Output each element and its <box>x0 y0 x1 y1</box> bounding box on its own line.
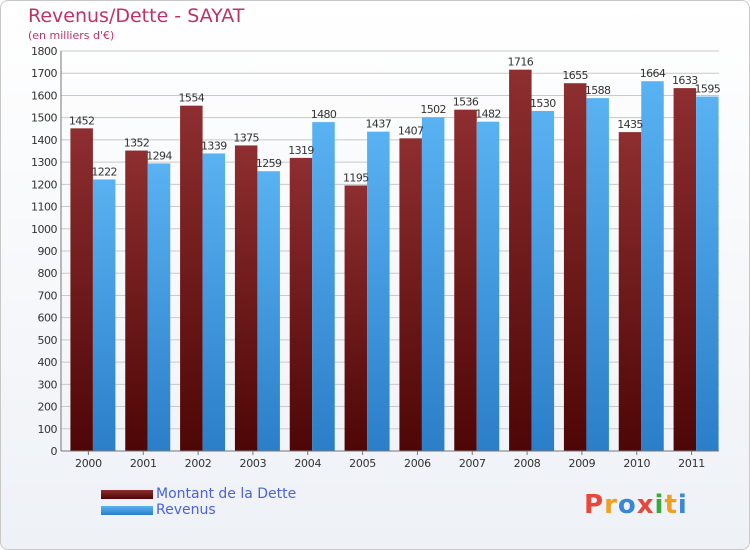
legend-label-debt: Montant de la Dette <box>156 486 297 502</box>
value-label-revenus: 1664 <box>640 67 666 80</box>
y-tick-label: 0 <box>51 445 58 458</box>
logo-letter: o <box>617 490 637 520</box>
legend-swatch-revenus <box>101 506 153 515</box>
y-tick-label: 1100 <box>31 201 57 214</box>
logo-letter: i <box>654 490 665 520</box>
y-tick-label: 700 <box>38 289 58 302</box>
x-tick-label: 2000 <box>75 457 102 470</box>
x-tick-label: 2010 <box>623 457 650 470</box>
value-label-debt: 1375 <box>233 131 259 144</box>
value-label-revenus: 1294 <box>146 149 172 162</box>
value-label-debt: 1633 <box>672 74 698 87</box>
bar-revenus <box>92 179 116 451</box>
y-tick-label: 1800 <box>31 45 57 58</box>
chart-title: Revenus/Dette - SAYAT <box>28 5 245 27</box>
logo-letter: r <box>604 490 618 520</box>
value-label-revenus: 1482 <box>475 108 501 121</box>
value-label-debt: 1655 <box>562 69 588 82</box>
logo-letter: i <box>677 490 688 520</box>
bar-debt <box>180 105 203 452</box>
bar-debt <box>344 185 368 451</box>
y-tick-label: 800 <box>38 267 58 280</box>
logo-letter: P <box>584 490 605 520</box>
bar-revenus <box>367 131 390 451</box>
legend-label-revenus: Revenus <box>156 502 216 518</box>
y-tick-label: 1500 <box>31 112 57 125</box>
bar-debt <box>399 138 422 452</box>
y-tick-label: 600 <box>38 312 58 325</box>
y-tick-label: 200 <box>38 401 58 414</box>
bar-revenus <box>257 171 280 451</box>
bar-revenus <box>147 163 171 451</box>
x-tick-label: 2007 <box>459 457 486 470</box>
proxiti-logo: Proxiti <box>584 490 688 520</box>
y-tick-label: 1200 <box>31 178 57 191</box>
x-tick-label: 2003 <box>240 457 267 470</box>
bar-revenus <box>531 111 555 451</box>
value-label-debt: 1452 <box>69 114 95 127</box>
x-tick-label: 2002 <box>185 457 212 470</box>
x-tick-label: 2001 <box>130 457 157 470</box>
bar-debt <box>234 145 258 451</box>
bar-debt <box>454 109 477 452</box>
value-label-revenus: 1437 <box>366 118 392 131</box>
y-tick-label: 500 <box>38 334 58 347</box>
chart-subtitle: (en milliers d'€) <box>28 29 115 42</box>
value-label-debt: 1435 <box>617 118 643 131</box>
y-tick-label: 400 <box>38 356 58 369</box>
logo-letter: x <box>636 490 655 520</box>
x-tick-label: 2005 <box>349 457 376 470</box>
bar-debt <box>563 83 587 451</box>
value-label-debt: 1407 <box>398 124 424 137</box>
x-tick-label: 2004 <box>294 457 321 470</box>
bar-revenus <box>421 117 445 451</box>
value-label-debt: 1319 <box>288 144 314 157</box>
logo-letter: t <box>664 490 678 520</box>
bar-debt <box>618 132 642 451</box>
x-tick-label: 2006 <box>404 457 431 470</box>
bar-revenus <box>641 81 664 451</box>
value-label-debt: 1195 <box>343 171 369 184</box>
x-tick-label: 2011 <box>678 457 705 470</box>
bar-debt <box>125 150 148 452</box>
x-tick-label: 2008 <box>514 457 541 470</box>
value-label-revenus: 1222 <box>91 165 117 178</box>
bar-debt <box>509 69 532 452</box>
bar-revenus <box>586 98 609 451</box>
bar-debt <box>70 128 93 451</box>
y-tick-label: 900 <box>38 245 58 258</box>
y-tick-label: 100 <box>38 423 58 436</box>
y-tick-label: 1400 <box>31 134 57 147</box>
y-tick-label: 1600 <box>31 89 57 102</box>
value-label-revenus: 1502 <box>420 103 446 116</box>
value-label-debt: 1716 <box>508 56 534 69</box>
value-label-revenus: 1480 <box>311 108 337 121</box>
bar-revenus <box>312 122 335 451</box>
bar-debt <box>289 157 313 451</box>
value-label-debt: 1352 <box>124 137 150 150</box>
y-tick-label: 1000 <box>31 223 57 236</box>
value-label-revenus: 1588 <box>585 84 611 97</box>
bar-revenus <box>696 96 719 452</box>
legend-swatch-debt <box>101 490 153 499</box>
value-label-debt: 1554 <box>179 92 205 105</box>
value-label-revenus: 1259 <box>256 157 282 170</box>
x-tick-label: 2009 <box>569 457 596 470</box>
y-tick-label: 300 <box>38 378 58 391</box>
value-label-revenus: 1339 <box>201 139 227 152</box>
value-label-revenus: 1595 <box>695 83 721 96</box>
value-label-debt: 1536 <box>453 96 479 109</box>
bar-revenus <box>476 121 500 452</box>
bar-debt <box>673 88 697 451</box>
y-tick-label: 1700 <box>31 67 57 80</box>
bar-revenus <box>202 153 226 451</box>
value-label-revenus: 1530 <box>530 97 556 110</box>
y-tick-label: 1300 <box>31 156 57 169</box>
